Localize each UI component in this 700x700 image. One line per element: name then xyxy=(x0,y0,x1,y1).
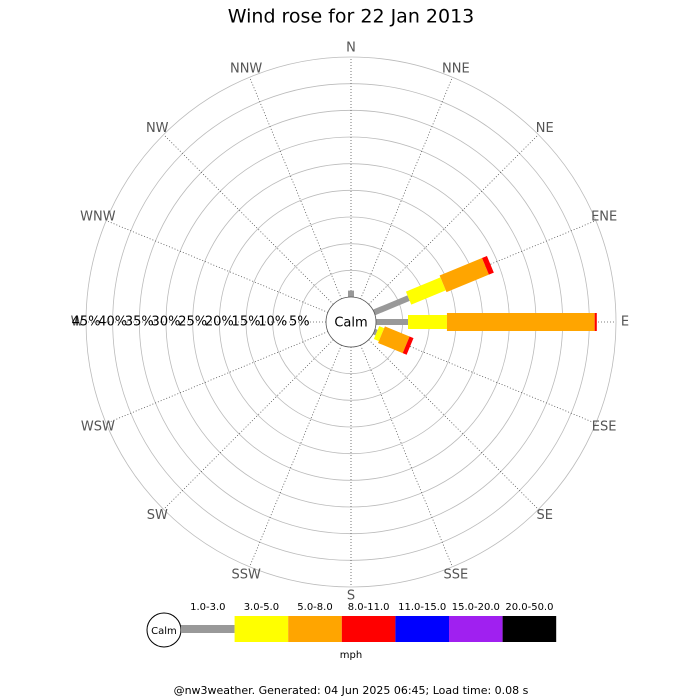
legend-label: 11.0-15.0 xyxy=(398,602,446,613)
legend-calm-label: Calm xyxy=(151,626,177,637)
ring-label: 35% xyxy=(125,315,154,330)
chart-title: Wind rose for 22 Jan 2013 xyxy=(228,6,475,28)
ring-label: 25% xyxy=(178,315,207,330)
ring-label: 30% xyxy=(152,315,181,330)
direction-label: NNE xyxy=(442,61,470,76)
direction-label: SSE xyxy=(443,568,468,583)
direction-label: E xyxy=(621,315,629,330)
bar-segment xyxy=(378,326,410,354)
bar-segment xyxy=(439,257,489,293)
legend-swatch xyxy=(395,616,449,642)
direction-label: WNW xyxy=(80,210,116,225)
direction-label: S xyxy=(347,589,355,604)
legend-label: 20.0-50.0 xyxy=(505,602,553,613)
ring-label: 45% xyxy=(72,315,101,330)
direction-label: SE xyxy=(537,508,553,523)
legend-swatch xyxy=(181,625,235,633)
ring-label: 40% xyxy=(98,315,127,330)
bar-segment xyxy=(402,336,414,355)
legend-label: 8.0-11.0 xyxy=(348,602,390,613)
direction-label: ENE xyxy=(591,210,617,225)
calm-circle xyxy=(325,296,377,348)
legend-swatch xyxy=(288,616,342,642)
spoke xyxy=(373,331,596,424)
ring-label: 10% xyxy=(258,315,287,330)
bar-segment xyxy=(372,328,378,336)
bar-segment xyxy=(594,313,597,331)
calm-label: Calm xyxy=(334,316,367,331)
bar-segment xyxy=(446,313,595,331)
spoke xyxy=(106,331,329,424)
spoke xyxy=(106,220,329,313)
ring-label: 5% xyxy=(289,315,310,330)
legend-label: 15.0-20.0 xyxy=(452,602,500,613)
bar-segment xyxy=(376,319,408,325)
grid-ring xyxy=(85,56,617,588)
legend-swatch xyxy=(449,616,503,642)
footer: @nw3weather. Generated: 04 Jun 2025 06:4… xyxy=(174,684,529,697)
spoke xyxy=(368,339,539,510)
ring-label: 15% xyxy=(232,315,261,330)
legend-label: 3.0-5.0 xyxy=(244,602,279,613)
direction-label: SSW xyxy=(231,568,261,583)
ring-label: 20% xyxy=(205,315,234,330)
spoke xyxy=(249,77,342,300)
spoke xyxy=(360,344,453,567)
legend-unit: mph xyxy=(340,650,362,661)
bar-segment xyxy=(482,255,494,275)
spoke xyxy=(163,339,334,510)
spoke xyxy=(368,134,539,305)
bar-segment xyxy=(373,326,385,342)
bar-segment xyxy=(372,295,410,316)
spoke xyxy=(249,344,342,567)
direction-label: NW xyxy=(146,121,169,136)
direction-label: N xyxy=(346,41,356,56)
spoke xyxy=(163,134,334,305)
legend-swatch xyxy=(341,616,396,642)
bar-segment xyxy=(405,277,446,305)
legend-label: 5.0-8.0 xyxy=(297,602,332,613)
spoke xyxy=(360,77,453,300)
bar-segment xyxy=(408,315,447,329)
bar-segment xyxy=(348,290,354,297)
direction-label: WSW xyxy=(81,419,115,434)
legend-swatch xyxy=(502,616,557,642)
direction-label: NE xyxy=(536,121,554,136)
legend-swatch xyxy=(234,616,289,642)
direction-label: ESE xyxy=(592,419,617,434)
legend-label: 1.0-3.0 xyxy=(190,602,225,613)
direction-label: SW xyxy=(147,508,168,523)
direction-label: NNW xyxy=(230,61,262,76)
direction-label: W xyxy=(71,315,84,330)
